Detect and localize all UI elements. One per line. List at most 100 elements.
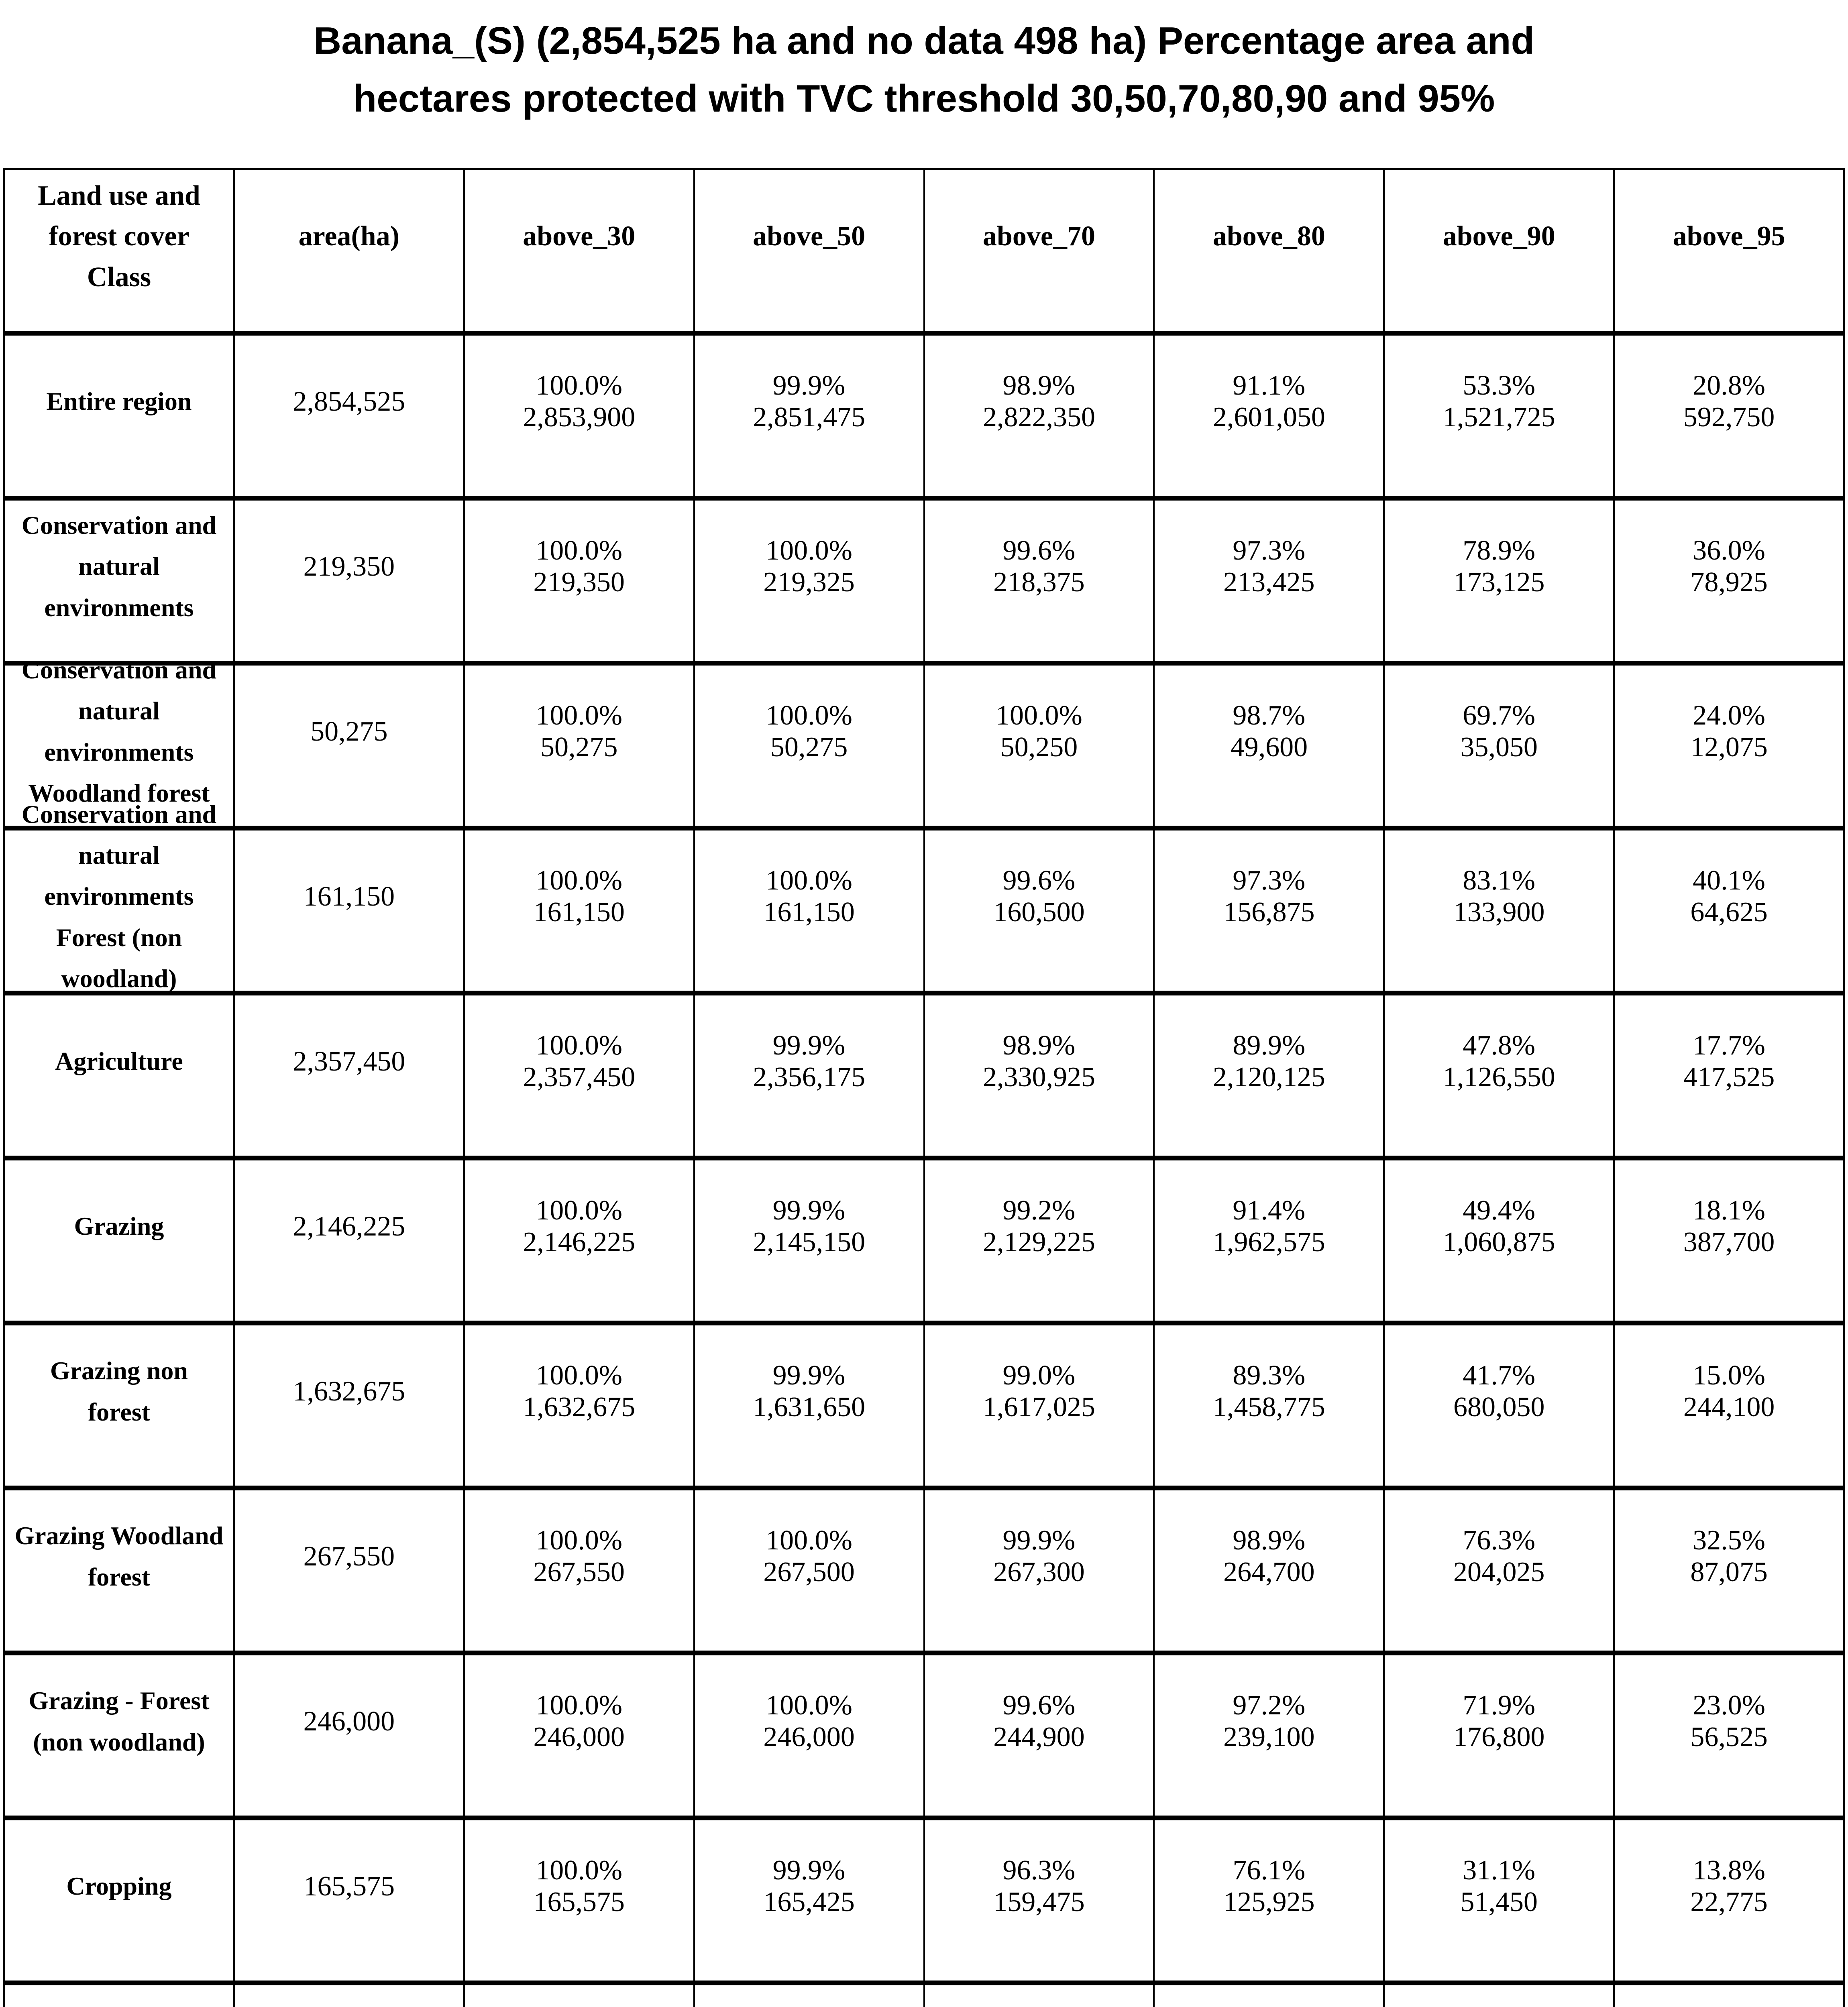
percent-value: 100.0% <box>766 865 852 896</box>
hectares-value: 1,126,550 <box>1443 1061 1555 1093</box>
value-cell: 41.7% 680,050 <box>1385 1325 1614 1486</box>
value-cell: 100.0% 161,150 <box>695 830 923 991</box>
value-cell: 15.5%7,050 <box>1615 1985 1843 2007</box>
hectares-value: 2,356,175 <box>753 1061 866 1093</box>
value-cell: 32.5% 87,075 <box>1615 1490 1843 1651</box>
percent-value: 36.0% <box>1693 535 1765 566</box>
value-cell: 91.4% 1,962,575 <box>1155 1160 1383 1321</box>
percent-value: 89.3% <box>1233 1360 1306 1391</box>
percent-value: 98.9% <box>1233 1525 1306 1556</box>
value-cell: 76.1% 125,925 <box>1155 1820 1383 1981</box>
value-cell: 100.0% 219,350 <box>465 501 693 661</box>
hectares-value: 244,900 <box>993 1721 1085 1753</box>
percent-value: 49.4% <box>1463 1195 1536 1226</box>
percent-value: 100.0% <box>766 700 852 731</box>
header-cell: area(ha) <box>234 170 463 331</box>
value-cell: 100.0% 161,150 <box>465 830 693 991</box>
area-cell: 45,600 <box>234 1985 463 2007</box>
hectares-value: 218,375 <box>993 566 1085 598</box>
percent-value: 100.0% <box>536 1195 623 1226</box>
percent-value: 99.0% <box>1002 1360 1076 1391</box>
value-cell: 100.0% 50,275 <box>465 666 693 826</box>
percent-value: 100.0% <box>536 865 623 896</box>
value-cell: 76.3% 204,025 <box>1385 1490 1614 1651</box>
value-cell: 96.3% 159,475 <box>925 1820 1153 1981</box>
hectares-value: 213,425 <box>1223 566 1315 598</box>
area-value: 267,550 <box>303 1541 395 1572</box>
hectares-value: 50,275 <box>770 731 848 763</box>
hectares-value: 1,962,575 <box>1212 1226 1325 1258</box>
page-title: Banana_(S) (2,854,525 ha and no data 498… <box>0 12 1848 128</box>
row-label-cell: Grazing Woodland forest <box>5 1490 233 1651</box>
percent-value: 24.0% <box>1693 700 1765 731</box>
percent-value: 83.1% <box>1463 865 1536 896</box>
row-label-cell: Irrigation <box>5 1985 233 2007</box>
value-cell: 91.1% 2,601,050 <box>1155 336 1383 496</box>
area-cell: 2,146,225 <box>234 1160 463 1321</box>
value-cell: 100.0% 2,146,225 <box>465 1160 693 1321</box>
area-value: 246,000 <box>303 1706 395 1737</box>
percent-value: 99.9% <box>772 1360 846 1391</box>
percent-value: 91.4% <box>1233 1195 1306 1226</box>
value-cell: 99.6% 244,900 <box>925 1655 1153 1816</box>
percent-value: 76.1% <box>1233 1855 1306 1886</box>
percent-value: 78.9% <box>1463 535 1536 566</box>
percent-value: 76.3% <box>1463 1525 1536 1556</box>
page-title-line2: hectares protected with TVC threshold 30… <box>353 77 1495 120</box>
percent-value: 41.7% <box>1463 1360 1536 1391</box>
row-label: Conservation and natural environments Fo… <box>21 800 217 993</box>
header-cell: above_50 <box>695 170 923 331</box>
value-cell: 18.1% 387,700 <box>1615 1160 1843 1321</box>
area-value: 161,150 <box>303 881 395 912</box>
value-cell: 36.0% 78,925 <box>1615 501 1843 661</box>
value-cell: 24.0% 12,075 <box>1615 666 1843 826</box>
percent-value: 100.0% <box>536 1855 623 1886</box>
area-value: 50,275 <box>310 716 388 747</box>
value-cell: 99.0% 1,617,025 <box>925 1325 1153 1486</box>
percent-value: 100.0% <box>536 1525 623 1556</box>
header-cell: above_90 <box>1385 170 1614 331</box>
value-cell: 100.0% 165,575 <box>465 1820 693 1981</box>
header-cell-class: Land use and forest cover Class <box>5 170 233 331</box>
header-cell-text: area(ha) <box>298 221 400 252</box>
row-label-cell: Entire region <box>5 336 233 496</box>
hectares-value: 1,458,775 <box>1212 1391 1325 1423</box>
value-cell: 100.0% 246,000 <box>465 1655 693 1816</box>
page-title-line1: Banana_(S) (2,854,525 ha and no data 498… <box>313 19 1535 62</box>
header-cell-text: above_80 <box>1212 221 1325 252</box>
value-cell: 97.3% 156,875 <box>1155 830 1383 991</box>
percent-value: 69.7% <box>1463 700 1536 731</box>
hectares-value: 133,900 <box>1453 896 1545 928</box>
row-label-cell: Conservation and natural environments Fo… <box>5 800 233 993</box>
hectares-value: 2,145,150 <box>753 1226 866 1258</box>
hectares-value: 267,300 <box>993 1556 1085 1588</box>
row-label-cell: Grazing non forest <box>5 1325 233 1486</box>
value-cell: 99.2% 2,129,225 <box>925 1160 1153 1321</box>
area-cell: 267,550 <box>234 1490 463 1651</box>
header-cell: above_70 <box>925 170 1153 331</box>
value-cell: 99.9%45,550 <box>695 1985 923 2007</box>
percent-value: 31.1% <box>1463 1855 1536 1886</box>
value-cell: 15.0% 244,100 <box>1615 1325 1843 1486</box>
area-cell: 2,357,450 <box>234 995 463 1156</box>
hectares-value: 78,925 <box>1690 566 1768 598</box>
row-label: Conservation and natural environments Wo… <box>21 655 217 807</box>
percent-value: 97.3% <box>1233 865 1306 896</box>
row-label-cell: Conservation and natural environments Wo… <box>5 655 233 826</box>
row-label: Grazing - Forest (non woodland) <box>29 1686 210 1756</box>
percent-value: 99.6% <box>1002 535 1076 566</box>
percent-value: 98.9% <box>1002 370 1076 401</box>
area-value: 165,575 <box>303 1871 395 1902</box>
hectares-value: 267,550 <box>533 1556 625 1588</box>
row-label-cell: Cropping <box>5 1820 233 1981</box>
value-cell: 99.9% 267,300 <box>925 1490 1153 1651</box>
hectares-value: 1,060,875 <box>1443 1226 1555 1258</box>
value-cell: 98.9% 2,330,925 <box>925 995 1153 1156</box>
hectares-value: 22,775 <box>1690 1886 1768 1917</box>
header-cell-text: above_50 <box>753 221 866 252</box>
header-cell-text: above_95 <box>1673 221 1785 252</box>
header-cell-text: above_90 <box>1443 221 1555 252</box>
area-value: 2,146,225 <box>293 1211 405 1242</box>
hectares-value: 239,100 <box>1223 1721 1315 1753</box>
value-cell: 78.9% 173,125 <box>1385 501 1614 661</box>
